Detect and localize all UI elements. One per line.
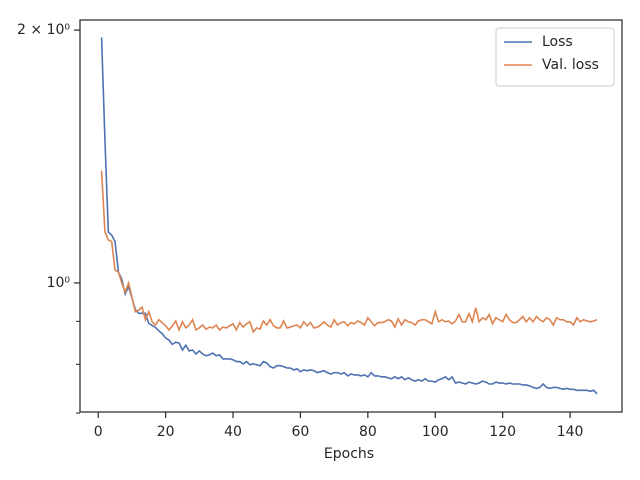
line-series bbox=[100, 37, 598, 395]
x-axis-label: Epochs bbox=[324, 446, 374, 462]
x-tick-label: 40 bbox=[224, 424, 242, 440]
plot-frame bbox=[79, 19, 623, 413]
y-tick-label: 10⁰ bbox=[47, 275, 71, 291]
x-tick-label: 120 bbox=[489, 424, 516, 440]
y-tick-label: 2 × 10⁰ bbox=[17, 22, 70, 38]
x-tick-label: 140 bbox=[557, 424, 584, 440]
x-tick-label: 100 bbox=[422, 424, 449, 440]
x-tick-label: 20 bbox=[157, 424, 175, 440]
legend-label: Val. loss bbox=[542, 57, 599, 73]
x-tick-label: 0 bbox=[94, 424, 103, 440]
x-tick-label: 80 bbox=[359, 424, 377, 440]
x-tick-label: 60 bbox=[292, 424, 310, 440]
legend-label: Loss bbox=[542, 34, 573, 50]
line-series bbox=[100, 170, 598, 334]
